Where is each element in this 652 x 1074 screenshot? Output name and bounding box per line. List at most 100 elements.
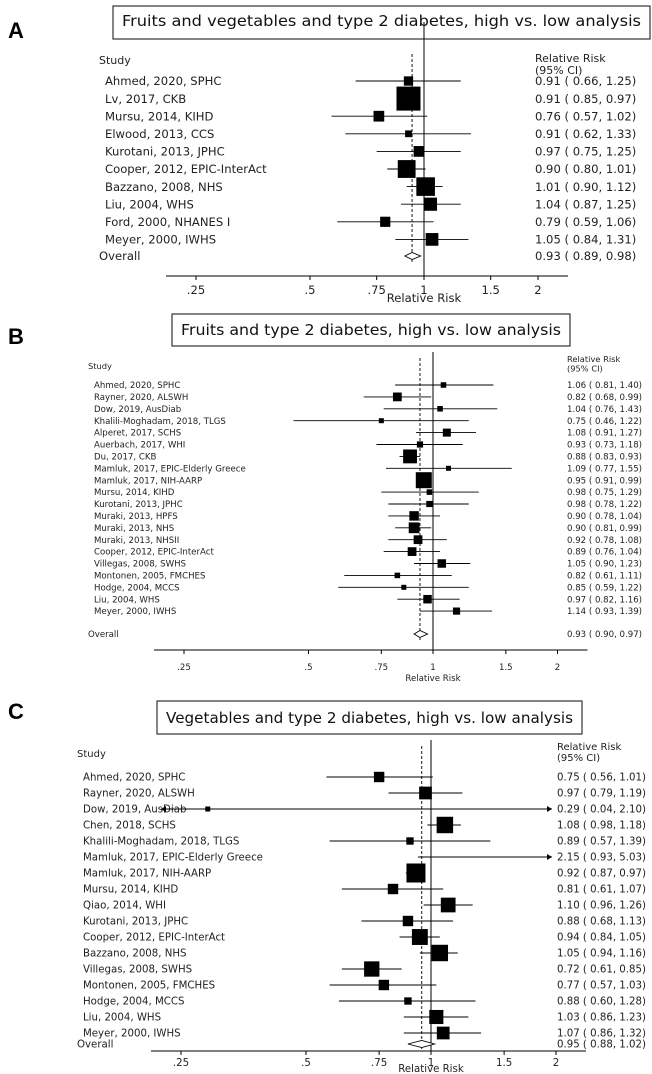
study-weight-box [394,572,401,579]
overall-rr-ci: 0.95 ( 0.88, 1.02) [557,1040,646,1051]
ci-header: (95% CI) [557,753,600,764]
study-weight-box [364,961,380,977]
study-rr-ci: 0.91 ( 0.85, 0.97) [535,92,636,106]
study-name: Meyer, 2000, IWHS [83,1029,181,1040]
study-name: Ahmed, 2020, SPHC [105,74,221,88]
study-name: Cooper, 2012, EPIC-InterAct [105,162,267,176]
study-name: Liu, 2004, WHS [105,197,194,211]
study-weight-box [396,86,421,111]
study-rr-ci: 0.88 ( 0.68, 1.13) [557,917,646,928]
study-weight-box [426,489,433,495]
study-rr-ci: 0.94 ( 0.84, 1.05) [557,933,646,944]
study-name: Auerbach, 2017, WHI [94,441,185,451]
study-name: Mursu, 2014, KIHD [83,885,178,896]
study-weight-box [397,160,416,178]
x-tick-label: 1.5 [481,283,499,297]
study-name: Villegas, 2008, SWHS [94,560,186,570]
study-name: Hodge, 2004, MCCS [94,583,180,593]
study-name: Liu, 2004, WHS [94,595,160,605]
study-rr-ci: 0.92 ( 0.78, 1.08) [567,536,642,546]
chart-title: Fruits and type 2 diabetes, high vs. low… [181,321,561,339]
study-weight-box [380,216,391,227]
study-name: Montonen, 2005, FMCHES [94,571,205,581]
study-weight-box [413,535,423,545]
study-name: Mamluk, 2017, EPIC-Elderly Greece [94,464,246,474]
study-name: Kurotani, 2013, JPHC [83,917,188,928]
study-weight-box [419,786,432,800]
study-name: Bazzano, 2008, NHS [83,949,187,960]
study-weight-box [402,915,414,927]
study-weight-box [373,110,385,122]
study-weight-box [373,771,385,783]
study-name: Kurotani, 2013, JPHC [94,500,183,510]
x-axis-label: Relative Risk [398,1064,464,1074]
study-name: Ahmed, 2020, SPHC [94,381,180,391]
study-rr-ci: 0.97 ( 0.82, 1.16) [567,595,642,605]
study-rr-ci: 0.90 ( 0.81, 0.99) [567,524,642,534]
study-rr-ci: 0.98 ( 0.78, 1.22) [567,500,642,510]
study-weight-box [409,511,419,521]
x-axis-label: Relative Risk [387,291,462,305]
study-weight-box [415,472,432,489]
overall-rr-ci: 0.93 ( 0.89, 0.98) [535,249,636,263]
study-weight-box [452,607,461,615]
title-box [171,313,571,347]
study-rr-ci: 0.91 ( 0.66, 1.25) [535,74,636,88]
study-header: Study [99,54,131,67]
x-tick-label: 2 [534,283,541,297]
study-name: Montonen, 2005, FMCHES [83,981,215,992]
study-weight-box [387,883,399,895]
study-rr-ci: 0.82 ( 0.68, 0.99) [567,393,642,403]
study-weight-box [416,177,435,196]
x-tick-label: 1.5 [499,663,513,673]
study-rr-ci: 1.10 ( 0.96, 1.26) [557,901,646,912]
study-name: Muraki, 2013, NHSII [94,536,179,546]
study-header: Study [77,749,106,760]
study-name: Liu, 2004, WHS [83,1013,161,1024]
study-rr-ci: 0.29 ( 0.04, 2.10) [557,805,646,816]
study-rr-ci: 0.90 ( 0.80, 1.01) [535,162,636,176]
overall-diamond [413,629,429,639]
x-tick-label: .5 [304,283,315,297]
study-name: Ahmed, 2020, SPHC [83,773,185,784]
study-rr-ci: 1.09 ( 0.77, 1.55) [567,464,642,474]
chart-title: Fruits and vegetables and type 2 diabete… [122,12,641,30]
study-rr-ci: 0.89 ( 0.57, 1.39) [557,837,646,848]
study-rr-ci: 1.03 ( 0.86, 1.23) [557,1013,646,1024]
title-box [112,5,651,40]
overall-diamond [403,252,422,260]
study-name: Mursu, 2014, KIHD [105,109,213,123]
study-rr-ci: 0.79 ( 0.59, 1.06) [535,215,636,229]
x-tick-label: .25 [187,283,205,297]
study-rr-ci: 0.77 ( 0.57, 1.03) [557,981,646,992]
study-weight-box [404,997,412,1005]
study-name: Meyer, 2000, IWHS [94,607,176,617]
panel-letter: C [8,699,24,724]
study-name: Kurotani, 2013, JPHC [105,145,225,159]
study-name: Chen, 2018, SCHS [83,821,176,832]
study-weight-box [378,418,384,424]
overall-label: Overall [77,1040,113,1051]
study-weight-box [413,146,425,157]
study-weight-box [429,1009,444,1025]
study-name: Khalili-Moghadam, 2018, TLGS [94,417,226,427]
study-weight-box [440,382,447,388]
study-rr-ci: 0.92 ( 0.87, 0.97) [557,869,646,880]
study-name: Bazzano, 2008, NHS [105,180,223,194]
study-rr-ci: 0.97 ( 0.79, 1.19) [557,789,646,800]
study-rr-ci: 1.01 ( 0.90, 1.12) [535,180,636,194]
study-weight-box [378,979,390,991]
study-rr-ci: 0.95 ( 0.91, 0.99) [567,476,642,486]
study-name: Meyer, 2000, IWHS [105,233,216,247]
study-rr-ci: 0.98 ( 0.75, 1.29) [567,488,642,498]
panel-letter: B [8,324,24,349]
study-rr-ci: 0.89 ( 0.76, 1.04) [567,548,642,558]
study-rr-ci: 0.82 ( 0.61, 1.11) [567,571,642,581]
study-name: Cooper, 2012, EPIC-InterAct [83,933,225,944]
study-rr-ci: 0.88 ( 0.83, 0.93) [567,452,642,462]
study-name: Rayner, 2020, ALSWH [83,789,195,800]
study-rr-ci: 0.90 ( 0.78, 1.04) [567,512,642,522]
ci-header: (95% CI) [567,363,603,373]
study-weight-box [401,584,407,590]
